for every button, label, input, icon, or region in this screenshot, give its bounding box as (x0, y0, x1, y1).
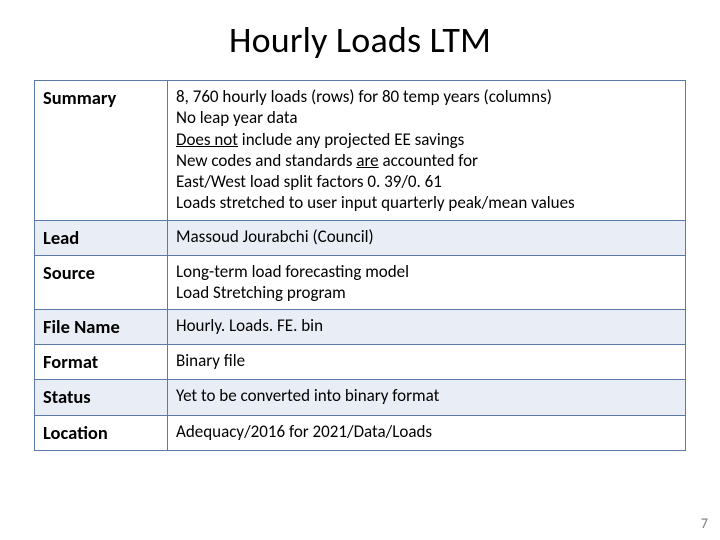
metadata-table: Summary 8, 760 hourly loads (rows) for 8… (34, 80, 686, 451)
underline-text: Does not (176, 129, 238, 150)
plain-text: accounted for (379, 150, 478, 171)
summary-line: No leap year data (176, 107, 677, 128)
row-value-format: Binary file (168, 345, 686, 380)
summary-line: 8, 760 hourly loads (rows) for 80 temp y… (176, 86, 677, 107)
summary-line: Does not include any projected EE saving… (176, 129, 677, 150)
row-value-status: Yet to be converted into binary format (168, 380, 686, 415)
value-line: Binary file (176, 350, 677, 371)
row-value-location: Adequacy/2016 for 2021/Data/Loads (168, 415, 686, 450)
row-label-summary: Summary (35, 81, 168, 221)
underline-text: are (356, 150, 378, 171)
row-value-source: Long-term load forecasting model Load St… (168, 255, 686, 310)
slide: Hourly Loads LTM Summary 8, 760 hourly l… (0, 0, 720, 540)
value-line: Long-term load forecasting model (176, 261, 677, 282)
row-label-format: Format (35, 345, 168, 380)
table-row: Status Yet to be converted into binary f… (35, 380, 686, 415)
value-line: Adequacy/2016 for 2021/Data/Loads (176, 421, 677, 442)
page-number: 7 (701, 515, 708, 532)
row-value-lead: Massoud Jourabchi (Council) (168, 220, 686, 255)
row-value-summary: 8, 760 hourly loads (rows) for 80 temp y… (168, 81, 686, 221)
page-title: Hourly Loads LTM (34, 18, 686, 62)
summary-line: Loads stretched to user input quarterly … (176, 192, 677, 213)
table-row: Lead Massoud Jourabchi (Council) (35, 220, 686, 255)
table-row: Format Binary file (35, 345, 686, 380)
plain-text: include any projected EE savings (238, 129, 464, 150)
table-row: Summary 8, 760 hourly loads (rows) for 8… (35, 81, 686, 221)
table-row: Source Long-term load forecasting model … (35, 255, 686, 310)
table-row: Location Adequacy/2016 for 2021/Data/Loa… (35, 415, 686, 450)
value-line: Massoud Jourabchi (Council) (176, 226, 677, 247)
plain-text: New codes and standards (176, 150, 356, 171)
row-label-lead: Lead (35, 220, 168, 255)
table-row: File Name Hourly. Loads. FE. bin (35, 310, 686, 345)
row-label-source: Source (35, 255, 168, 310)
row-label-filename: File Name (35, 310, 168, 345)
summary-line: East/West load split factors 0. 39/0. 61 (176, 171, 677, 192)
summary-line: New codes and standards are accounted fo… (176, 150, 677, 171)
row-label-location: Location (35, 415, 168, 450)
value-line: Load Stretching program (176, 282, 677, 303)
value-line: Hourly. Loads. FE. bin (176, 315, 677, 336)
value-line: Yet to be converted into binary format (176, 385, 677, 406)
row-value-filename: Hourly. Loads. FE. bin (168, 310, 686, 345)
row-label-status: Status (35, 380, 168, 415)
